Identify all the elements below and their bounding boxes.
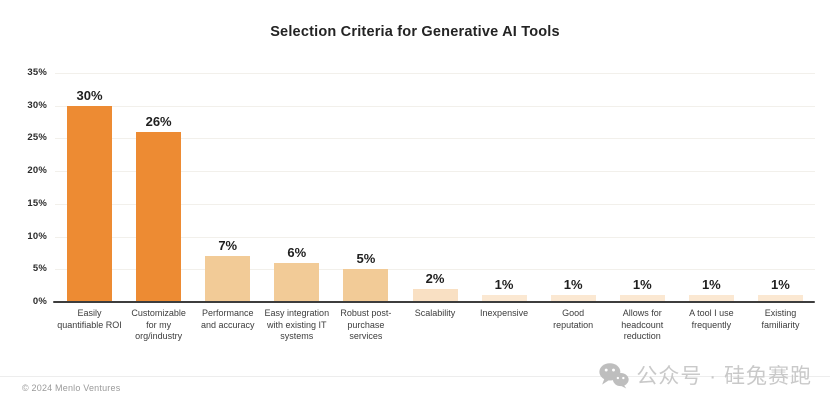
bar bbox=[688, 295, 734, 302]
bar bbox=[757, 295, 803, 302]
gridline bbox=[55, 171, 815, 173]
gridline bbox=[55, 236, 815, 238]
x-axis-labels: Easily quantifiable ROI Customizable for … bbox=[55, 308, 815, 356]
watermark-text: 公众号 · 硅兔赛跑 bbox=[636, 365, 812, 388]
bar-value-label: 1% bbox=[494, 277, 514, 293]
bar-value-label: 1% bbox=[563, 277, 583, 293]
category-label: Easy integration with existing IT system… bbox=[264, 308, 330, 342]
bar-value-label: 1% bbox=[701, 277, 721, 293]
watermark: 公众号 · 硅兔赛跑 bbox=[598, 360, 812, 390]
category-label: Scalability bbox=[414, 308, 456, 318]
gridline bbox=[55, 73, 815, 74]
category-label: Robust post- purchase services bbox=[340, 308, 392, 342]
plot-area: 30% 26% 7% 6% 5% 2% 1% 1% 1% 1% 1% bbox=[55, 73, 815, 302]
bar-value-label: 26% bbox=[145, 113, 172, 129]
category-label: Good reputation bbox=[553, 308, 594, 330]
bar-value-label: 1% bbox=[632, 277, 652, 293]
bar bbox=[550, 295, 596, 302]
y-tick-label: 0% bbox=[32, 296, 47, 307]
category-label: Existing familiarity bbox=[761, 308, 800, 330]
copyright-text: © 2024 Menlo Ventures bbox=[22, 383, 121, 393]
bar-value-label: 30% bbox=[76, 87, 103, 103]
category-label: Easily quantifiable ROI bbox=[57, 308, 122, 330]
gridline bbox=[55, 105, 815, 107]
y-tick-label: 30% bbox=[27, 99, 47, 111]
y-tick-label: 10% bbox=[27, 230, 47, 242]
category-label: Customizable for my org/industry bbox=[131, 308, 186, 342]
gridline bbox=[55, 269, 815, 271]
bar bbox=[343, 269, 389, 302]
gridline bbox=[55, 138, 815, 140]
category-label: Inexpensive bbox=[480, 308, 529, 318]
bar bbox=[274, 262, 320, 302]
bar bbox=[481, 295, 527, 302]
y-tick-label: 20% bbox=[27, 165, 47, 177]
bar-value-label: 2% bbox=[425, 270, 445, 286]
y-tick-label: 25% bbox=[27, 132, 47, 144]
bar bbox=[67, 105, 113, 302]
chart-title: Selection Criteria for Generative AI Too… bbox=[270, 24, 560, 40]
y-tick-label: 5% bbox=[32, 263, 47, 275]
bar bbox=[205, 256, 251, 302]
footer-divider bbox=[0, 376, 830, 377]
wechat-icon bbox=[599, 362, 629, 388]
category-label: Performance and accuracy bbox=[200, 308, 255, 330]
bar-value-label: 1% bbox=[771, 277, 790, 293]
bar-value-label: 6% bbox=[287, 244, 307, 260]
category-label: Allows for headcount reduction bbox=[621, 308, 664, 342]
y-tick-label: 15% bbox=[27, 197, 47, 209]
bar bbox=[412, 288, 458, 302]
bar-value-label: 5% bbox=[356, 251, 376, 267]
bar bbox=[136, 131, 182, 302]
y-axis: 0% 5% 10% 15% 20% 25% 30% 35% bbox=[0, 67, 47, 307]
bar-value-label: 7% bbox=[218, 238, 238, 254]
bar bbox=[619, 295, 665, 302]
gridline bbox=[55, 203, 815, 205]
category-label: A tool I use frequently bbox=[689, 308, 734, 330]
y-tick-label: 35% bbox=[27, 67, 47, 78]
x-axis-line bbox=[53, 301, 815, 303]
